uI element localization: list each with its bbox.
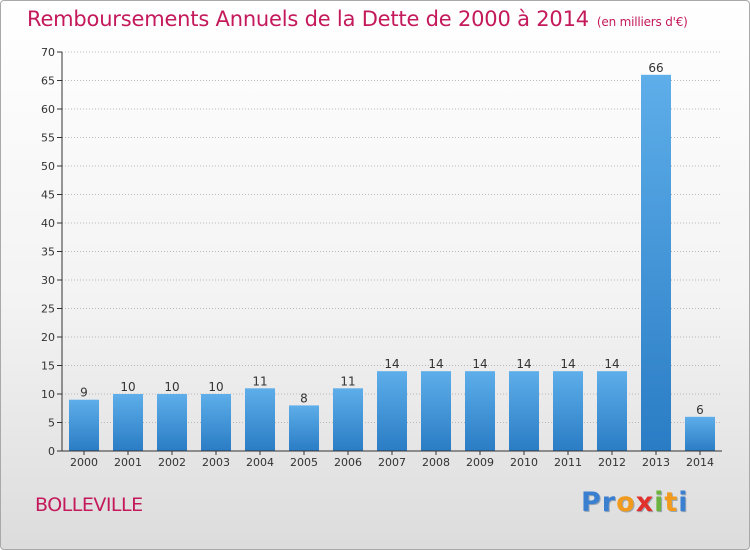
chart-subtitle: (en milliers d'€) [596, 15, 688, 29]
data-label: 10 [120, 380, 135, 394]
x-tick-label: 2001 [114, 456, 142, 469]
x-tick-label: 2013 [642, 456, 670, 469]
y-tick-label: 70 [41, 46, 55, 59]
bar [289, 405, 319, 451]
x-tick-label: 2011 [554, 456, 582, 469]
data-label: 10 [164, 380, 179, 394]
bar [421, 371, 451, 451]
y-tick-label: 25 [41, 303, 55, 316]
bar [113, 394, 143, 451]
y-tick-label: 65 [41, 75, 55, 88]
bar [553, 371, 583, 451]
x-tick-label: 2009 [466, 456, 494, 469]
data-label: 11 [252, 374, 267, 388]
bar [69, 399, 99, 451]
y-tick-label: 45 [41, 189, 55, 202]
bar [597, 371, 627, 451]
y-tick-label: 30 [41, 274, 55, 287]
data-label: 11 [340, 374, 355, 388]
logo-letter: r [601, 487, 617, 518]
logo-letter: i [678, 487, 689, 518]
y-tick-label: 35 [41, 246, 55, 259]
x-tick-label: 2010 [510, 456, 538, 469]
data-label: 8 [300, 391, 308, 405]
x-tick-label: 2014 [686, 456, 714, 469]
data-label: 14 [560, 357, 575, 371]
y-tick-label: 5 [48, 417, 55, 430]
x-tick-label: 2005 [290, 456, 318, 469]
x-tick-label: 2012 [598, 456, 626, 469]
bar [509, 371, 539, 451]
data-label: 9 [80, 386, 88, 400]
data-label: 6 [696, 403, 704, 417]
bar [157, 394, 187, 451]
y-tick-label: 50 [41, 160, 55, 173]
x-tick-label: 2002 [158, 456, 186, 469]
data-label: 10 [208, 380, 223, 394]
bar [245, 388, 275, 451]
x-tick-label: 2006 [334, 456, 362, 469]
x-tick-label: 2004 [246, 456, 274, 469]
x-tick-label: 2000 [70, 456, 98, 469]
y-tick-label: 55 [41, 132, 55, 145]
bar [201, 394, 231, 451]
bar [465, 371, 495, 451]
logo-letter: i [654, 487, 665, 518]
chart-title: Remboursements Annuels de la Dette de 20… [27, 7, 688, 31]
y-tick-label: 15 [41, 360, 55, 373]
bar [685, 416, 715, 451]
bar [641, 74, 671, 452]
data-label: 14 [472, 357, 487, 371]
logo-letter: t [664, 487, 679, 518]
x-tick-label: 2007 [378, 456, 406, 469]
x-tick-label: 2008 [422, 456, 450, 469]
logo-letter: x [635, 487, 655, 518]
data-label: 66 [648, 61, 663, 75]
logo-letter: o [616, 487, 636, 518]
data-label: 14 [384, 357, 399, 371]
title-text: Remboursements Annuels de la Dette de 20… [27, 7, 589, 31]
y-tick-label: 60 [41, 103, 55, 116]
y-tick-label: 0 [48, 445, 55, 458]
x-tick-label: 2003 [202, 456, 230, 469]
y-tick-label: 40 [41, 217, 55, 230]
y-tick-label: 20 [41, 331, 55, 344]
bar [377, 371, 407, 451]
data-label: 14 [516, 357, 531, 371]
bar [333, 388, 363, 451]
data-label: 14 [428, 357, 443, 371]
data-label: 14 [604, 357, 619, 371]
proxiti-logo: Proxiti [581, 487, 689, 518]
commune-name: BOLLEVILLE [35, 494, 143, 516]
y-tick-label: 10 [41, 388, 55, 401]
logo-letter: P [581, 487, 602, 518]
